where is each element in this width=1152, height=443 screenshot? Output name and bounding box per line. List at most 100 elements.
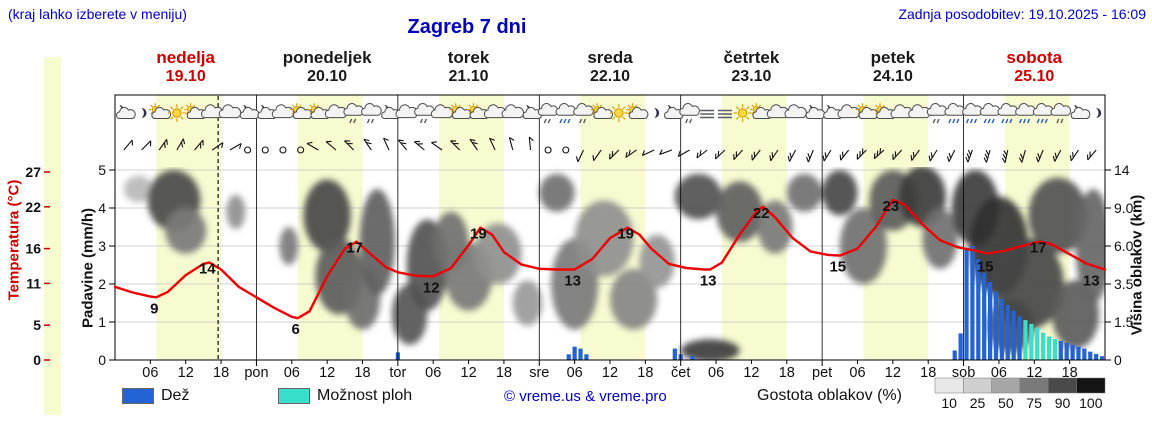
drizzle-icon (679, 103, 700, 124)
temperature-axis-title: Temperatura (°C) (5, 179, 23, 301)
svg-text:22: 22 (753, 205, 770, 222)
svg-text:13: 13 (700, 272, 717, 289)
moon-icon (654, 108, 660, 118)
svg-text:3: 3 (98, 238, 106, 254)
svg-text:15: 15 (977, 259, 994, 276)
svg-text:0: 0 (33, 352, 41, 368)
svg-text:16: 16 (25, 241, 41, 257)
day-header-petek: petek 24.10 (823, 48, 963, 86)
shower-legend-label: Možnost ploh (317, 387, 413, 404)
svg-text:pon: pon (244, 365, 268, 381)
sun-cloud-icon (873, 103, 896, 119)
svg-text:10: 10 (941, 395, 957, 411)
svg-text:sob: sob (952, 365, 975, 381)
moon-icon (1096, 108, 1102, 118)
svg-text:12: 12 (319, 365, 335, 381)
sun-cloud-icon (856, 103, 879, 119)
day-header-sreda: sreda 22.10 (540, 48, 680, 86)
svg-text:25: 25 (970, 395, 986, 411)
svg-text:13: 13 (564, 272, 581, 289)
rain-icon (962, 103, 983, 124)
cloud-density-label: Gostota oblakov (%) (757, 387, 902, 404)
svg-text:tor: tor (389, 365, 406, 381)
svg-text:12: 12 (178, 365, 194, 381)
svg-text:1: 1 (98, 314, 106, 330)
wind-barbs-row (123, 136, 1097, 163)
svg-text:18: 18 (354, 365, 370, 381)
sun-cloud-icon (590, 103, 614, 119)
svg-text:18: 18 (920, 365, 936, 381)
svg-text:19: 19 (617, 226, 634, 243)
svg-text:23: 23 (883, 198, 900, 215)
rain-icon (979, 103, 1001, 124)
svg-text:18: 18 (1062, 365, 1078, 381)
sun-cloud-icon (308, 103, 331, 119)
svg-text:06: 06 (142, 365, 158, 381)
day-header-torek: torek 21.10 (399, 48, 539, 86)
svg-text:11: 11 (26, 275, 41, 291)
moon-cloud-icon (1070, 105, 1091, 119)
svg-text:17: 17 (1030, 240, 1047, 257)
svg-text:13: 13 (1083, 272, 1100, 289)
cloud-icon (218, 104, 242, 119)
drizzle-icon (1050, 103, 1072, 124)
rain-legend-label: Dež (161, 387, 190, 404)
day-date: 25.10 (1014, 68, 1055, 85)
svg-text:06: 06 (849, 365, 865, 381)
cloud-density-legend: 10 25 50 75 90 100 (934, 377, 1106, 411)
day-name: ponedeljek (282, 48, 372, 67)
day-date: 24.10 (872, 68, 913, 85)
svg-text:18: 18 (496, 365, 512, 381)
day-date: 19.10 (165, 68, 206, 85)
sun-cloud-icon (290, 103, 313, 119)
svg-text:12: 12 (743, 365, 759, 381)
sun-cloud-icon (749, 103, 773, 119)
svg-text:12: 12 (602, 365, 618, 381)
rain-legend-swatch (122, 388, 154, 404)
day-header-sobota: sobota 25.10 (964, 48, 1104, 86)
svg-text:06: 06 (991, 365, 1007, 381)
svg-text:čet: čet (671, 365, 690, 381)
svg-text:06: 06 (284, 365, 300, 381)
day-header-ponedeljek: ponedeljek 20.10 (257, 48, 397, 86)
cloud-icon (271, 104, 295, 119)
moon-cloud-icon (381, 105, 401, 119)
sun-cloud-icon (184, 103, 207, 119)
drizzle-icon (926, 103, 948, 124)
svg-text:06: 06 (708, 365, 724, 381)
svg-text:0: 0 (98, 352, 106, 368)
sun-cloud-icon (626, 103, 649, 119)
cloud-height-axis-title: Višina oblakov (km) (1128, 194, 1146, 336)
sun-icon (167, 104, 186, 122)
fog-icon (717, 109, 732, 119)
svg-text:3.5: 3.5 (1114, 276, 1134, 292)
svg-text:5: 5 (33, 317, 41, 333)
temperature-line: 9 14 6 17 12 19 13 19 13 22 15 23 15 17 13 (113, 198, 1107, 338)
day-date: 23.10 (731, 68, 772, 85)
precipitation-bars (395, 246, 1105, 360)
svg-text:22: 22 (25, 199, 41, 215)
svg-text:12: 12 (461, 365, 477, 381)
svg-text:4: 4 (98, 200, 106, 216)
cloud-density-layer (123, 167, 1105, 360)
day-name: torek (447, 48, 490, 67)
svg-text:06: 06 (567, 365, 583, 381)
day-date: 22.10 (589, 68, 631, 85)
day-header-četrtek: četrtek 23.10 (681, 48, 821, 86)
fog-icon (700, 109, 715, 119)
day-date: 21.10 (448, 68, 489, 85)
svg-text:50: 50 (998, 395, 1014, 411)
cloud-icon (784, 104, 807, 119)
svg-text:9: 9 (150, 300, 158, 317)
svg-text:6: 6 (292, 321, 300, 338)
precip-axis-title: Padavine (mm/h) (79, 207, 97, 329)
svg-text:75: 75 (1026, 395, 1042, 411)
svg-text:12: 12 (885, 365, 901, 381)
svg-text:17: 17 (346, 240, 363, 257)
svg-text:12: 12 (423, 279, 440, 296)
svg-text:06: 06 (425, 365, 441, 381)
rain-icon (555, 103, 577, 124)
svg-text:1.5: 1.5 (1114, 314, 1134, 330)
day-name: sreda (587, 48, 633, 67)
svg-text:18: 18 (637, 365, 653, 381)
